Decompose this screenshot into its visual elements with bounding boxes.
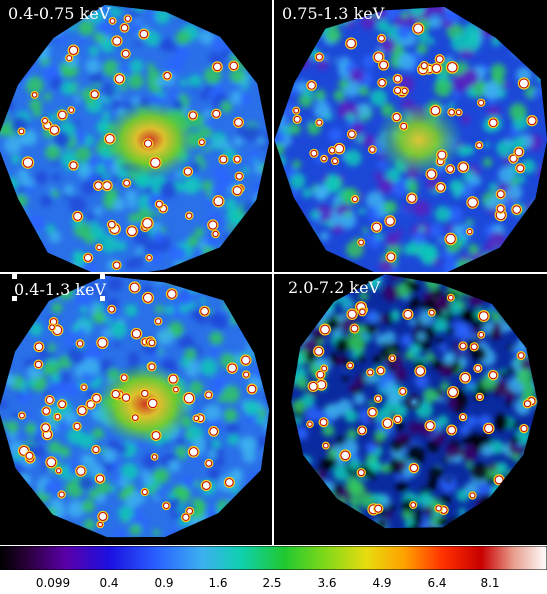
colorbar-tick: 0.4 <box>99 576 119 590</box>
colorbar <box>0 546 547 570</box>
selection-handle[interactable] <box>100 296 105 301</box>
panel-label: 0.4-0.75 keV <box>8 4 111 23</box>
colorbar-tick: 2.5 <box>262 576 282 590</box>
selection-handle[interactable] <box>100 274 105 279</box>
panel-label: 0.4-1.3 keV <box>14 280 107 299</box>
colorbar-tick: 0.9 <box>154 576 174 590</box>
horizontal-divider <box>0 272 547 274</box>
panel-label: 2.0-7.2 keV <box>288 278 381 297</box>
xray-image-combined <box>0 275 270 538</box>
colorbar-tick: 3.6 <box>317 576 337 590</box>
panel-medium-band: 0.75-1.3 keV <box>274 0 547 272</box>
panel-soft-band: 0.4-0.75 keV <box>0 0 272 272</box>
xray-image-soft <box>0 4 270 272</box>
selection-handle[interactable] <box>12 296 17 301</box>
colorbar-gradient <box>0 546 547 570</box>
colorbar-tick: 8.1 <box>480 576 500 590</box>
panel-label: 0.75-1.3 keV <box>282 4 385 23</box>
selection-handle[interactable] <box>12 274 17 279</box>
xray-image-hard <box>291 274 538 529</box>
colorbar-tick: 6.4 <box>427 576 447 590</box>
panel-combined-band: 0.4-1.3 keV <box>0 274 272 545</box>
panel-hard-band: 2.0-7.2 keV <box>274 274 547 545</box>
colorbar-tick: 0.099 <box>35 576 71 590</box>
colorbar-tick: 4.9 <box>372 576 392 590</box>
colorbar-tick: 1.6 <box>208 576 228 590</box>
xray-image-medium <box>274 7 547 272</box>
